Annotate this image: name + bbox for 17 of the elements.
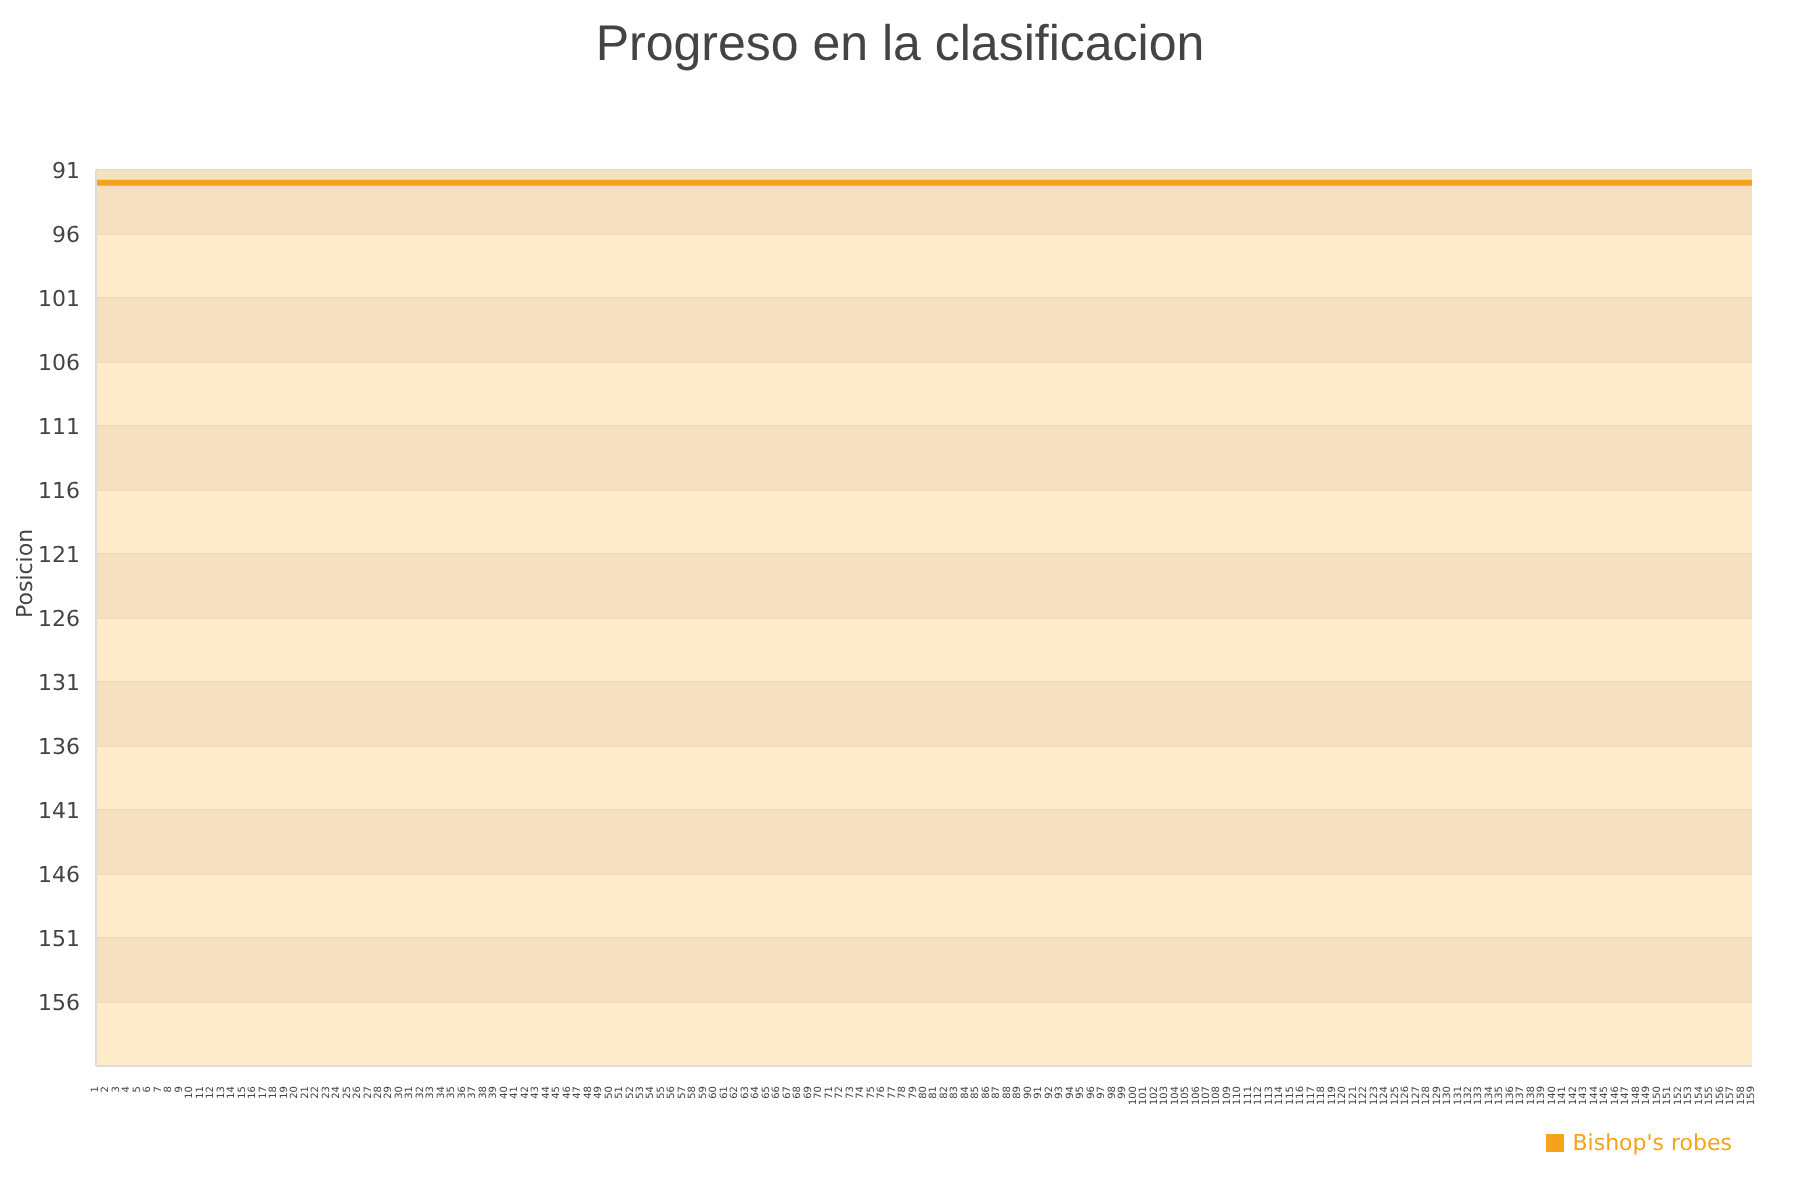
y-tick-label: 136 (38, 733, 80, 760)
y-tick-label: 131 (38, 669, 80, 696)
y-tick-label: 116 (38, 477, 80, 504)
y-axis-title: Posicion (11, 528, 38, 618)
y-tick-label: 106 (38, 349, 80, 376)
y-tick-label: 151 (38, 925, 80, 952)
legend-label: Bishop's robes (1572, 1130, 1732, 1156)
y-tick-label: 121 (38, 541, 80, 568)
y-tick-label: 111 (38, 413, 80, 440)
y-tick-label: 126 (38, 605, 80, 632)
y-tick-label: 101 (38, 285, 80, 312)
y-tick-label: 141 (38, 797, 80, 824)
y-tick-label: 96 (52, 221, 80, 248)
y-tick-label: 146 (38, 861, 80, 888)
chart-title: Progreso en la clasificacion (593, 16, 1207, 76)
y-tick-label: 91 (52, 157, 80, 184)
y-tick-label: 156 (38, 989, 80, 1016)
